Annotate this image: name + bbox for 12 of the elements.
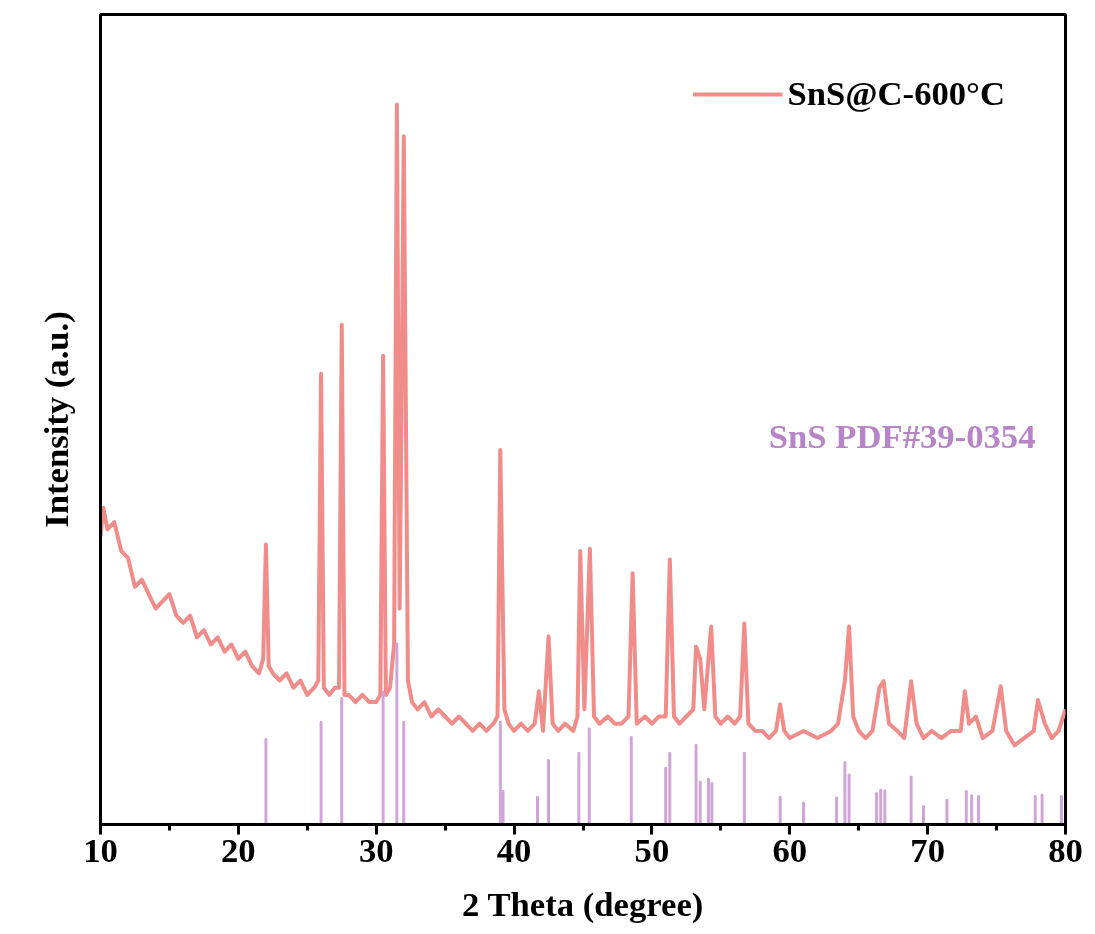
x-axis-title: 2 Theta (degree) <box>462 884 704 924</box>
text: SnS PDF#39-0354 <box>768 416 1036 455</box>
x-tick-label: 50 <box>634 830 670 869</box>
x-tick-label: 20 <box>221 830 256 869</box>
y-axis-title: Intensity (a.u.) <box>36 311 76 528</box>
x-tick-label: 80 <box>1048 830 1083 869</box>
x-tick-label: 70 <box>910 830 945 869</box>
x-tick-label: 60 <box>772 830 808 869</box>
x-tick-label: 40 <box>496 830 532 869</box>
x-tick-label: 30 <box>358 830 394 869</box>
legend-label: SnS@C-600°C <box>787 74 1005 113</box>
x-tick-label: 10 <box>83 830 118 869</box>
